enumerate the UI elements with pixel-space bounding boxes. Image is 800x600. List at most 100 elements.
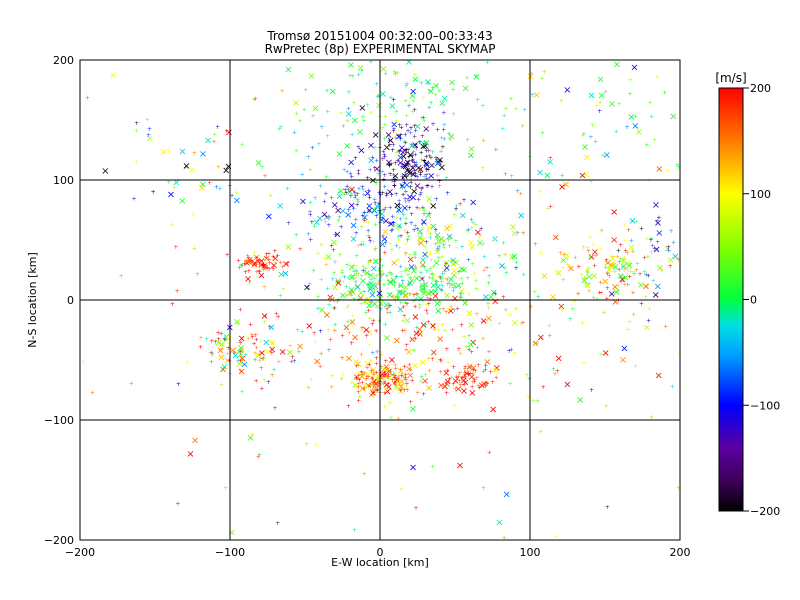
data-point-plus: + [266,256,271,263]
data-point-cross: × [412,329,420,340]
data-point-cross: × [604,258,612,269]
data-point-cross: × [428,160,436,171]
data-point-plus: + [559,98,564,105]
data-point-plus: + [326,347,331,354]
data-point-plus: + [308,212,313,219]
data-point-plus: + [347,73,352,80]
data-point-plus: + [392,222,397,229]
data-point-plus: + [439,135,444,142]
data-point-cross: × [260,311,268,322]
data-point-plus: + [354,273,359,280]
data-point-plus: + [371,370,376,377]
data-point-plus: + [400,209,405,216]
data-point-plus: + [310,145,315,152]
data-point-plus: + [434,279,439,286]
data-point-plus: + [356,389,361,396]
data-point-plus: + [388,415,393,422]
data-point-plus: + [666,244,671,251]
data-point-cross: × [262,253,270,264]
data-point-plus: + [532,339,537,346]
data-point-cross: × [491,297,499,308]
data-point-plus: + [414,162,419,169]
data-point-cross: × [447,131,455,142]
data-point-plus: + [419,156,424,163]
data-point-cross: × [349,272,357,283]
data-point-cross: × [258,348,266,359]
data-point-plus: + [481,369,486,376]
data-point-plus: + [272,367,277,374]
data-point-plus: + [437,183,442,190]
data-point-plus: + [584,268,589,275]
data-point-plus: + [520,319,525,326]
data-point-cross: × [292,98,300,109]
data-point-plus: + [374,273,379,280]
data-point-plus: + [308,166,313,173]
data-point-plus: + [348,292,353,299]
data-point-cross: × [608,289,616,300]
data-point-plus: + [325,109,330,116]
data-point-plus: + [340,267,345,274]
data-point-plus: + [428,235,433,242]
data-point-plus: + [440,254,445,261]
data-point-plus: + [412,252,417,259]
data-point-plus: + [393,373,398,380]
colorbar-tick-label: −100 [750,399,780,412]
data-point-plus: + [366,281,371,288]
data-point-plus: + [411,346,416,353]
data-point-plus: + [365,175,370,182]
data-point-cross: × [576,395,584,406]
data-point-plus: + [624,124,629,131]
data-point-cross: × [243,258,251,269]
data-point-plus: + [422,139,427,146]
data-point-plus: + [501,294,506,301]
data-point-plus: + [394,274,399,281]
data-point-plus: + [465,228,470,235]
data-point-cross: × [305,321,313,332]
data-point-plus: + [579,272,584,279]
data-point-plus: + [616,298,621,305]
data-point-cross: × [399,148,407,159]
data-point-cross: × [441,93,449,104]
data-point-plus: + [350,131,355,138]
data-point-plus: + [409,142,414,149]
data-point-plus: + [288,342,293,349]
data-point-plus: + [371,376,376,383]
data-point-plus: + [382,366,387,373]
data-point-cross: × [442,368,450,379]
data-point-plus: + [447,243,452,250]
data-point-cross: × [397,386,405,397]
chart-subtitle: RwPretec (8p) EXPERIMENTAL SKYMAP [265,42,496,56]
data-point-cross: × [368,290,376,301]
data-point-plus: + [359,68,364,75]
data-point-plus: + [525,372,530,379]
data-point-cross: × [437,380,445,391]
data-point-plus: + [399,164,404,171]
data-point-plus: + [399,486,404,493]
data-point-plus: + [604,296,609,303]
data-point-plus: + [374,257,379,264]
colorbar-tick-label: 100 [750,188,771,201]
data-point-cross: × [343,141,351,152]
data-point-plus: + [384,190,389,197]
data-point-plus: + [622,282,627,289]
data-point-cross: × [563,380,571,391]
data-point-plus: + [209,349,214,356]
data-point-cross: × [406,192,414,203]
data-point-plus: + [646,177,651,184]
data-point-cross: × [460,386,468,397]
data-point-plus: + [509,347,514,354]
data-point-plus: + [439,287,444,294]
data-point-plus: + [361,386,366,393]
data-point-plus: + [367,195,372,202]
data-point-plus: + [428,155,433,162]
data-point-plus: + [362,370,367,377]
data-point-plus: + [399,386,404,393]
colorbar-label: [m/s] [715,71,746,85]
data-point-plus: + [634,219,639,226]
data-point-plus: + [246,268,251,275]
data-point-cross: × [467,238,475,249]
data-point-cross: × [403,316,411,327]
data-point-plus: + [414,295,419,302]
data-point-cross: × [465,308,473,319]
data-point-cross: × [610,260,618,271]
